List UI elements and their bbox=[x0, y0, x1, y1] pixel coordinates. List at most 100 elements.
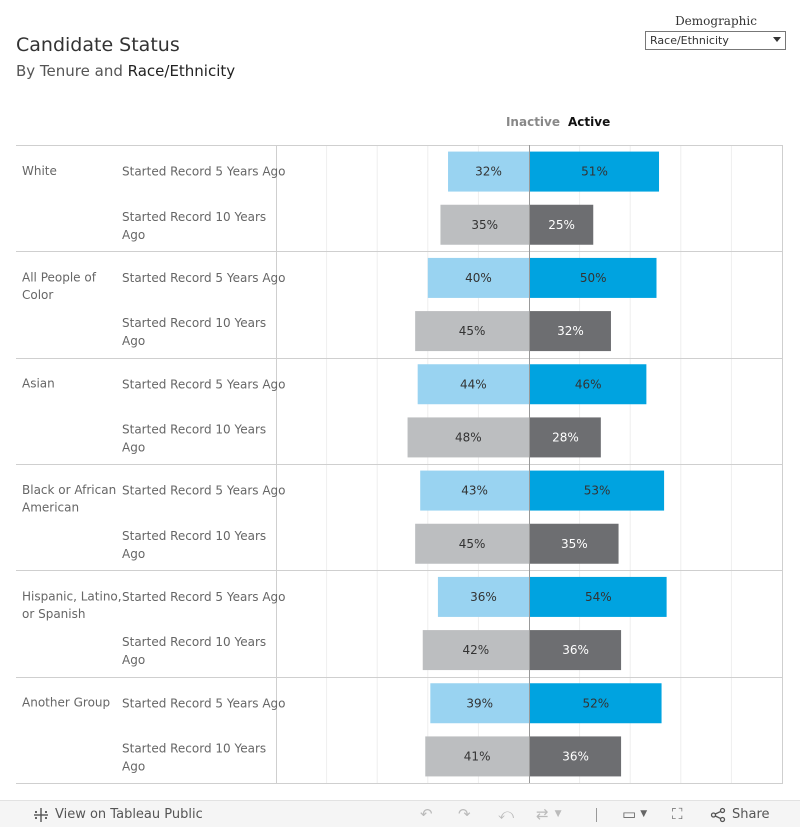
data-label: 35% bbox=[471, 218, 498, 232]
share-button[interactable]: Share bbox=[710, 801, 770, 828]
bar-inactive bbox=[448, 151, 529, 192]
revert-icon: ⤺ bbox=[498, 805, 515, 823]
bar-active bbox=[530, 683, 662, 724]
bar-active bbox=[530, 151, 660, 192]
share-label: Share bbox=[732, 807, 770, 822]
redo-button[interactable]: ↷ bbox=[458, 801, 471, 828]
data-label: 54% bbox=[585, 590, 612, 604]
group-label: Hispanic, Latino, or Spanish bbox=[22, 589, 122, 621]
undo-button[interactable]: ↶ bbox=[420, 801, 433, 828]
revert-button[interactable]: ⤺ bbox=[498, 801, 514, 828]
demographic-filter-value: Race/Ethnicity bbox=[650, 34, 729, 47]
diverging-bar-chart: White Started Record 5 Years Ago 32% 51% Sta… bbox=[16, 145, 783, 784]
group-label: Black or African American bbox=[22, 483, 116, 515]
view-on-tableau-label: View on Tableau Public bbox=[55, 807, 203, 822]
data-label: 44% bbox=[460, 377, 487, 391]
subcategory-label: Started Record 10 Years Ago bbox=[122, 741, 266, 773]
bar-inactive bbox=[417, 364, 529, 405]
subcategory-label: Started Record 5 Years Ago bbox=[122, 165, 286, 179]
toolbar-divider bbox=[596, 808, 597, 822]
dashboard: Candidate Status By Tenure and Race/Ethn… bbox=[16, 14, 786, 784]
bar-inactive bbox=[440, 204, 529, 245]
bar-inactive bbox=[422, 630, 529, 671]
bar-inactive bbox=[407, 417, 529, 458]
bar-active bbox=[530, 736, 622, 777]
bar-inactive bbox=[425, 736, 529, 777]
data-label: 53% bbox=[584, 484, 611, 498]
chevron-down-icon[interactable] bbox=[773, 37, 781, 42]
fullscreen-button[interactable]: ⛶ bbox=[672, 801, 683, 828]
bar-inactive bbox=[430, 683, 529, 724]
data-label: 39% bbox=[466, 696, 493, 710]
data-label: 42% bbox=[463, 643, 490, 657]
bar-inactive bbox=[437, 576, 529, 617]
tableau-toolbar: View on Tableau Public ↶ ↷ ⤺ ⇄ ▼ ▭ ▼ ⛶ Sha… bbox=[0, 800, 800, 827]
redo-icon: ↷ bbox=[458, 805, 471, 823]
data-label: 36% bbox=[562, 749, 589, 763]
data-label: 35% bbox=[561, 537, 588, 551]
bar-active bbox=[530, 576, 667, 617]
bar-inactive bbox=[415, 523, 529, 564]
subcategory-label: Started Record 10 Years Ago bbox=[122, 210, 266, 242]
data-label: 25% bbox=[548, 218, 575, 232]
data-label: 32% bbox=[557, 324, 584, 338]
data-label: 43% bbox=[461, 484, 488, 498]
data-label: 28% bbox=[552, 430, 579, 444]
bar-active bbox=[530, 523, 619, 564]
demographic-filter-label: Demographic bbox=[675, 14, 757, 28]
bar-inactive bbox=[415, 311, 529, 352]
page-title: Candidate Status bbox=[16, 34, 180, 56]
fullscreen-icon: ⛶ bbox=[672, 805, 683, 823]
page-subtitle: By Tenure and Race/Ethnicity bbox=[16, 62, 235, 80]
data-label: 50% bbox=[580, 271, 607, 285]
tableau-logo-icon bbox=[34, 807, 48, 822]
subcategory-label: Started Record 5 Years Ago bbox=[122, 696, 286, 710]
bar-active bbox=[530, 204, 594, 245]
refresh-button[interactable]: ⇄ ▼ bbox=[536, 801, 562, 828]
demographic-filter-dropdown[interactable]: Race/Ethnicity bbox=[645, 31, 786, 50]
subcategory-label: Started Record 10 Years Ago bbox=[122, 529, 266, 561]
data-label: 52% bbox=[582, 696, 609, 710]
bar-active bbox=[530, 630, 622, 671]
data-label: 51% bbox=[581, 165, 608, 179]
data-label: 36% bbox=[470, 590, 497, 604]
undo-icon: ↶ bbox=[420, 805, 433, 823]
data-label: 40% bbox=[465, 271, 492, 285]
bar-inactive bbox=[427, 257, 529, 298]
group-label: Another Group bbox=[22, 696, 110, 710]
data-label: 41% bbox=[464, 749, 491, 763]
device-layout-icon: ▭ bbox=[622, 805, 637, 823]
chevron-down-icon: ▼ bbox=[554, 809, 562, 819]
subtitle-prefix: By Tenure and bbox=[16, 62, 128, 80]
subcategory-label: Started Record 10 Years Ago bbox=[122, 422, 266, 454]
subcategory-label: Started Record 5 Years Ago bbox=[122, 271, 286, 285]
legend-inactive: Inactive bbox=[505, 115, 560, 129]
group-label: White bbox=[22, 164, 57, 178]
group-label: Asian bbox=[22, 377, 55, 391]
subcategory-label: Started Record 5 Years Ago bbox=[122, 377, 286, 391]
data-label: 45% bbox=[459, 324, 486, 338]
subcategory-label: Started Record 5 Years Ago bbox=[122, 484, 286, 498]
bar-active bbox=[530, 417, 601, 458]
data-label: 46% bbox=[575, 377, 602, 391]
data-label: 36% bbox=[562, 643, 589, 657]
legend-active: Active bbox=[568, 115, 611, 129]
view-on-tableau-button[interactable]: View on Tableau Public bbox=[33, 801, 203, 828]
chevron-down-icon: ▼ bbox=[640, 809, 648, 819]
bar-active bbox=[530, 257, 657, 298]
share-icon bbox=[710, 807, 726, 822]
bar-active bbox=[530, 311, 611, 352]
data-label: 32% bbox=[475, 165, 502, 179]
bar-inactive bbox=[420, 470, 529, 511]
bar-active bbox=[530, 470, 665, 511]
data-label: 45% bbox=[459, 537, 486, 551]
subtitle-highlight: Race/Ethnicity bbox=[127, 62, 236, 80]
data-label: 48% bbox=[455, 430, 482, 444]
device-layout-button[interactable]: ▭ ▼ bbox=[622, 801, 647, 828]
subcategory-label: Started Record 5 Years Ago bbox=[122, 590, 286, 604]
bar-active bbox=[530, 364, 647, 405]
refresh-icon: ⇄ bbox=[536, 805, 549, 823]
group-label: All People of Color bbox=[22, 270, 97, 302]
subcategory-label: Started Record 10 Years Ago bbox=[122, 635, 266, 667]
subcategory-label: Started Record 10 Years Ago bbox=[122, 316, 266, 348]
